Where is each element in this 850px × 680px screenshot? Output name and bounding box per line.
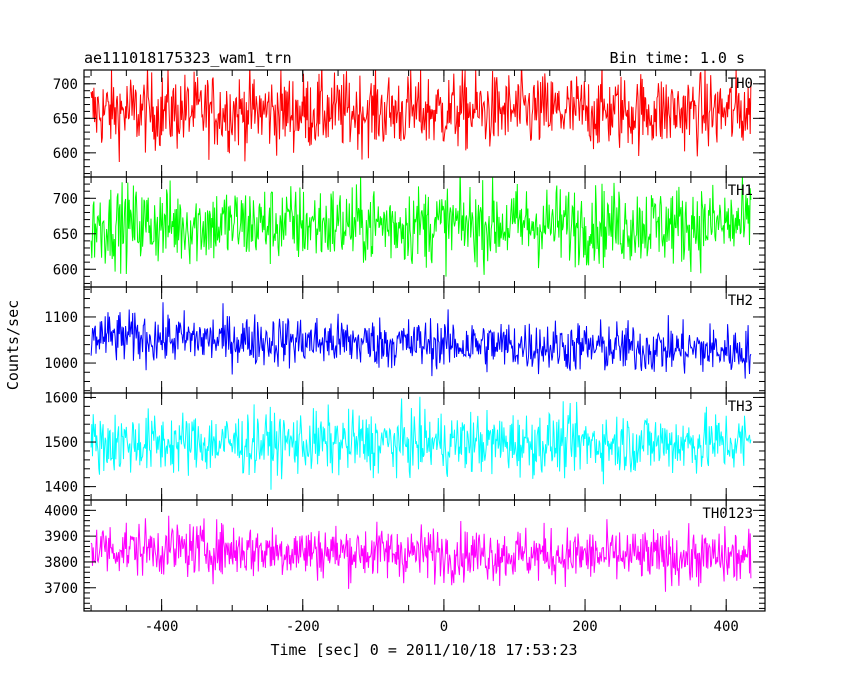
y-tick-label: 3800 <box>44 555 78 571</box>
y-tick-label: 1100 <box>44 310 78 326</box>
panel-name-label: TH0123 <box>702 506 753 522</box>
chart-title: ae111018175323_wam1_trn <box>84 49 292 67</box>
x-tick-label: 200 <box>572 619 597 635</box>
panel-name-label: TH1 <box>728 183 753 199</box>
panel-th0123: 3700 3800 3900 4000 TH0123 <box>44 499 766 612</box>
y-tick-label: 650 <box>53 227 78 243</box>
panel-th1: 600 650 700 TH1 <box>53 176 766 288</box>
y-tick-label: 4000 <box>44 503 78 519</box>
y-tick-label: 600 <box>53 146 78 162</box>
y-tick-label: 3900 <box>44 529 78 545</box>
y-axis-label: Counts/sec <box>4 300 22 390</box>
y-tick-label: 1000 <box>44 356 78 372</box>
x-tick-label: 0 <box>440 619 448 635</box>
y-tick-label: 600 <box>53 262 78 278</box>
y-tick-label: 650 <box>53 111 78 127</box>
x-tick-label: 400 <box>714 619 739 635</box>
bin-time-label: Bin time: 1.0 s <box>610 49 745 67</box>
panel-name-label: TH0 <box>728 76 753 92</box>
y-tick-label: 700 <box>53 191 78 207</box>
y-tick-label: 1600 <box>44 390 78 406</box>
series-th0123 <box>90 515 752 592</box>
series-th2 <box>90 302 752 379</box>
y-tick-label: 700 <box>53 77 78 93</box>
x-tick-label: -400 <box>145 619 179 635</box>
panel-name-label: TH2 <box>728 293 753 309</box>
series-th1 <box>90 177 752 277</box>
x-axis-label: Time [sec] 0 = 2011/10/18 17:53:23 <box>270 641 577 659</box>
y-tick-label: 1400 <box>44 480 78 496</box>
series-th0 <box>90 70 752 163</box>
panel-th3: 1400 1500 1600 TH3 <box>44 390 766 501</box>
panel-th2: 1000 1100 TH2 <box>44 286 766 394</box>
y-tick-label: 1500 <box>44 435 78 451</box>
y-tick-label: 3700 <box>44 581 78 597</box>
panel-frame <box>83 499 766 612</box>
panel-th0: 600 650 700 TH0 <box>53 69 766 178</box>
panel-name-label: TH3 <box>728 399 753 415</box>
series-th3 <box>90 396 752 490</box>
x-tick-label: -200 <box>286 619 320 635</box>
